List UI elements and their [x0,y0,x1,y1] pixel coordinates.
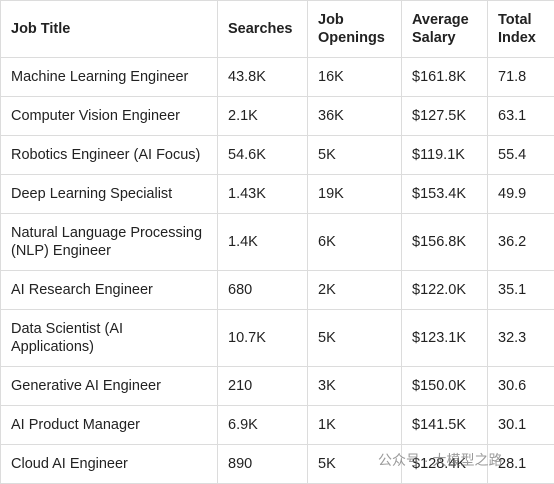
table-cell: 6K [308,214,402,271]
table-cell: 35.1 [488,271,554,310]
header-cell: Searches [218,1,308,58]
table-cell: 16K [308,58,402,97]
table-cell: $156.8K [402,214,488,271]
table-cell: 1.43K [218,175,308,214]
header-cell: Job Openings [308,1,402,58]
header-cell: Job Title [1,1,218,58]
table-cell: 5K [308,136,402,175]
table-cell: $122.0K [402,271,488,310]
table-cell: Natural Language Processing (NLP) Engine… [1,214,218,271]
table-cell: 1K [308,406,402,445]
table-cell: $119.1K [402,136,488,175]
table-cell: 680 [218,271,308,310]
table-row: Natural Language Processing (NLP) Engine… [1,214,554,271]
table-cell: 2K [308,271,402,310]
header-cell: Average Salary [402,1,488,58]
header-cell: Total Index [488,1,554,58]
table-cell: AI Research Engineer [1,271,218,310]
table-cell: Cloud AI Engineer [1,445,218,484]
watermark: 公众号 · 大模型之路 [378,450,502,470]
table-cell: 890 [218,445,308,484]
table-cell: Robotics Engineer (AI Focus) [1,136,218,175]
table-cell: 32.3 [488,310,554,367]
table-cell: 36K [308,97,402,136]
table-cell: 210 [218,367,308,406]
table-cell: 49.9 [488,175,554,214]
table-cell: $150.0K [402,367,488,406]
table-cell: $153.4K [402,175,488,214]
table-cell: $127.5K [402,97,488,136]
table-cell: Data Scientist (AI Applications) [1,310,218,367]
table-cell: $161.8K [402,58,488,97]
table-cell: 36.2 [488,214,554,271]
table-cell: Machine Learning Engineer [1,58,218,97]
table-cell: 63.1 [488,97,554,136]
table-cell: 54.6K [218,136,308,175]
table-cell: 30.1 [488,406,554,445]
table-cell: 10.7K [218,310,308,367]
table-cell: AI Product Manager [1,406,218,445]
table-cell: 55.4 [488,136,554,175]
table-cell: 6.9K [218,406,308,445]
table-cell: $123.1K [402,310,488,367]
table-cell: 71.8 [488,58,554,97]
table-cell: 5K [308,310,402,367]
table-cell: Deep Learning Specialist [1,175,218,214]
table-cell: 30.6 [488,367,554,406]
table-cell: Generative AI Engineer [1,367,218,406]
table-cell: $141.5K [402,406,488,445]
table-cell: 1.4K [218,214,308,271]
table-cell: 43.8K [218,58,308,97]
table-cell: Computer Vision Engineer [1,97,218,136]
table-cell: 2.1K [218,97,308,136]
table-cell: 19K [308,175,402,214]
table-cell: 3K [308,367,402,406]
